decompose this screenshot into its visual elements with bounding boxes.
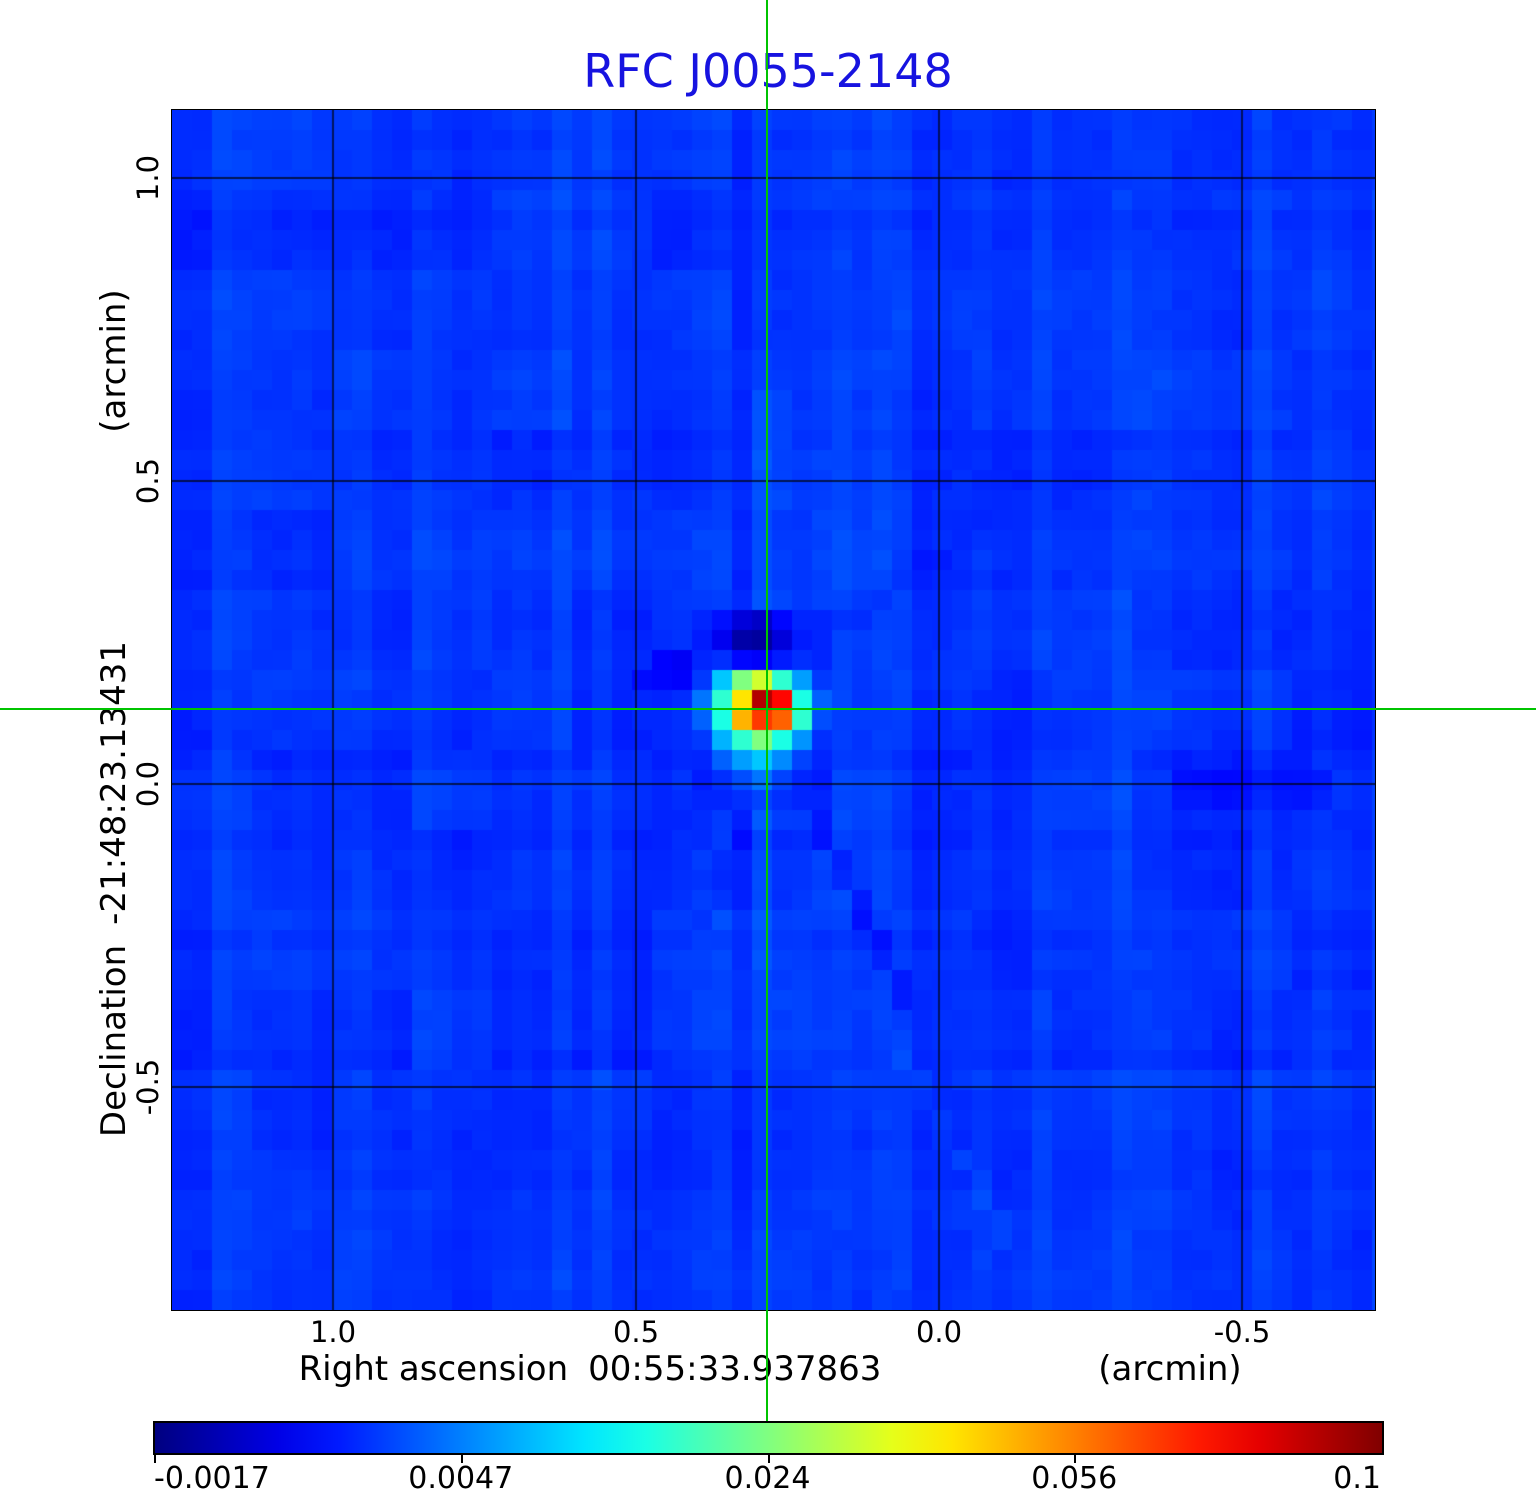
y-tick-label: -0.5 [131,1058,165,1116]
y-axis-name: Declination [94,944,134,1138]
x-tick-label: 1.0 [309,1315,357,1349]
colorbar-tick [460,1455,463,1463]
x-tick-label: -0.5 [1213,1315,1271,1349]
x-axis-name: Right ascension [298,1349,569,1389]
x-axis-coordinate: 00:55:33.937863 [588,1349,882,1389]
colorbar-tick [767,1455,770,1463]
colorbar-tick [154,1455,156,1463]
y-tick-label: 1.0 [131,154,165,202]
colorbar-tick [1074,1455,1077,1463]
x-tick-label: 0.5 [612,1315,660,1349]
y-axis-label: Declination -21:48:23.13431 [94,629,134,1149]
y-tick-label: 0.5 [131,457,165,505]
heatmap-canvas [171,109,1376,1311]
x-axis-unit-label: (arcmin) [1098,1349,1242,1389]
colorbar-tick-label: 0.0047 [408,1461,514,1496]
colorbar-tick-label: 0.024 [724,1461,811,1496]
plot-title: RFC J0055-2148 [583,44,953,98]
colorbar-tick-label: 0.1 [1333,1461,1381,1496]
x-axis-label: Right ascension 00:55:33.937863 [240,1350,940,1388]
y-tick-label: 0.0 [131,760,165,808]
colorbar-tick-label: -0.0017 [154,1461,270,1496]
x-tick-label: 0.0 [915,1315,963,1349]
crosshair-horizontal-line [0,708,1536,710]
crosshair-vertical-line [766,0,768,1421]
colorbar-gradient [153,1421,1384,1455]
y-axis-coordinate: -21:48:23.13431 [94,640,134,925]
y-axis-unit-label: (arcmin) [94,289,134,433]
colorbar-tick-label: 0.056 [1031,1461,1118,1496]
